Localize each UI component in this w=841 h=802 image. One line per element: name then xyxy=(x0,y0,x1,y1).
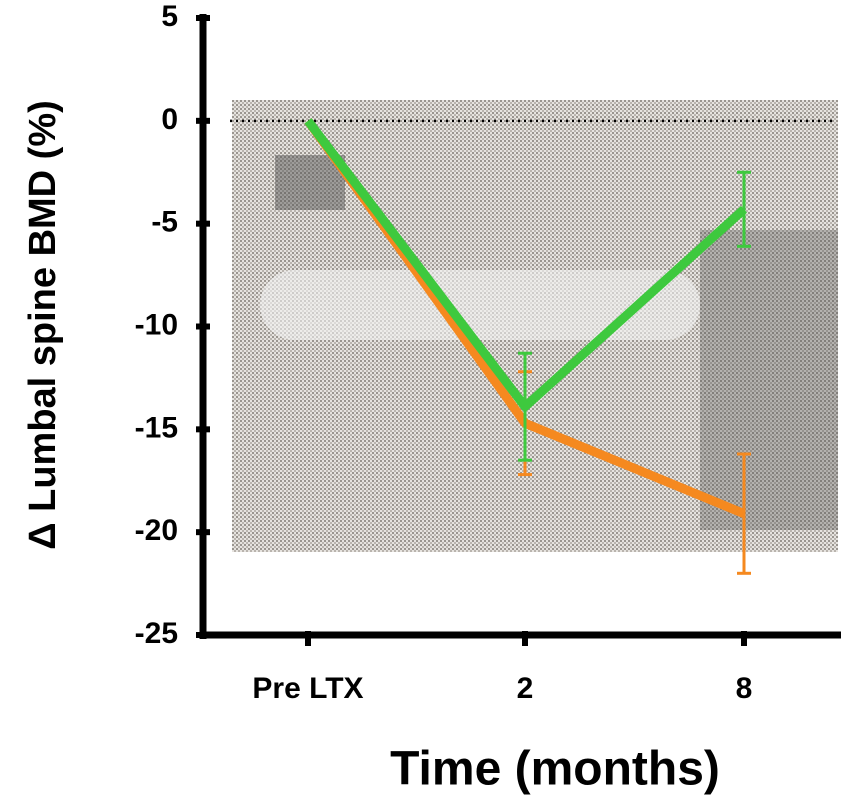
y-tick-label: -25 xyxy=(135,617,178,650)
y-tick-label: -20 xyxy=(135,514,178,547)
x-axis-title: Time (months) xyxy=(390,743,720,796)
x-tick-label: Pre LTX xyxy=(252,672,363,705)
x-tick-label: 2 xyxy=(517,672,534,705)
y-tick-label: 0 xyxy=(161,103,178,136)
background-image xyxy=(700,230,838,530)
x-tick-label: 8 xyxy=(736,672,753,705)
y-tick-label: -10 xyxy=(135,308,178,341)
y-tick-label: 5 xyxy=(161,0,178,33)
y-tick-label: -5 xyxy=(151,206,178,239)
background-image xyxy=(275,155,345,210)
y-tick-label: -15 xyxy=(135,411,178,444)
series-line xyxy=(304,118,748,412)
y-axis-title: Δ Lumbal spine BMD (%) xyxy=(22,100,64,550)
background-image xyxy=(260,270,700,340)
